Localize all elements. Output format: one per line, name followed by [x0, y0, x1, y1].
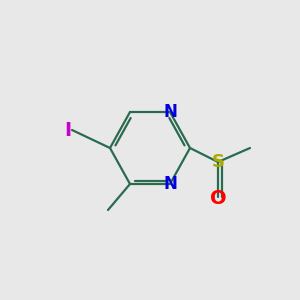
Text: N: N: [163, 175, 177, 193]
Text: I: I: [64, 121, 72, 140]
Text: N: N: [163, 103, 177, 121]
Text: O: O: [210, 190, 226, 208]
Text: S: S: [212, 153, 224, 171]
